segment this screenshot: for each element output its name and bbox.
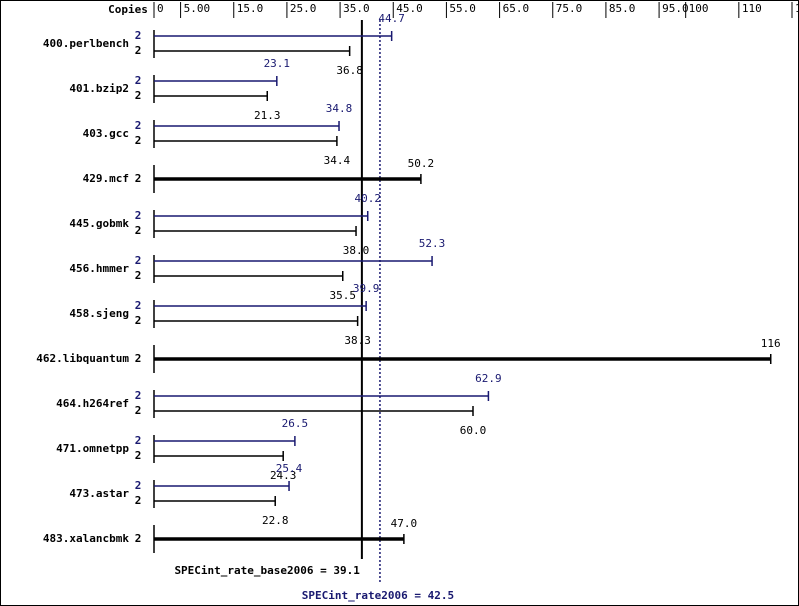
copies-label: 2 — [135, 479, 142, 492]
value-label: 38.0 — [343, 244, 370, 257]
copies-label: 2 — [135, 89, 142, 102]
copies-label: 2 — [135, 209, 142, 222]
category-label: 464.h264ref — [56, 397, 129, 410]
value-label: 116 — [761, 337, 781, 350]
copies-label: 2 — [135, 74, 142, 87]
x-tick-label: 5.00 — [184, 2, 211, 15]
value-label: 34.4 — [324, 154, 351, 167]
x-tick-label: 45.0 — [396, 2, 423, 15]
x-tick-label: 35.0 — [343, 2, 370, 15]
x-tick-label: 25.0 — [290, 2, 317, 15]
value-label: 62.9 — [475, 372, 502, 385]
reference-label: SPECint_rate2006 = 42.5 — [302, 589, 454, 602]
value-label: 25.4 — [276, 462, 303, 475]
copies-header: Copies — [108, 3, 148, 16]
value-label: 40.2 — [354, 192, 381, 205]
x-tick-label: 95.0 — [662, 2, 689, 15]
value-label: 36.8 — [336, 64, 363, 77]
category-label: 403.gcc — [83, 127, 129, 140]
value-label: 34.8 — [326, 102, 353, 115]
category-label: 445.gobmk — [69, 217, 129, 230]
copies-label: 2 — [135, 449, 142, 462]
copies-label: 2 — [135, 254, 142, 267]
x-tick-label: 75.0 — [556, 2, 583, 15]
copies-label: 2 — [135, 29, 142, 42]
copies-label: 2 — [135, 224, 142, 237]
value-label: 50.2 — [408, 157, 435, 170]
value-label: 52.3 — [419, 237, 446, 250]
category-label: 462.libquantum — [36, 352, 129, 365]
copies-label: 2 — [135, 269, 142, 282]
category-label: 400.perlbench — [43, 37, 129, 50]
category-label: 458.sjeng — [69, 307, 129, 320]
category-label: 473.astar — [69, 487, 129, 500]
category-label: 429.mcf — [83, 172, 129, 185]
value-label: 22.8 — [262, 514, 289, 527]
copies-label: 2 — [135, 172, 142, 185]
copies-label: 2 — [135, 134, 142, 147]
category-label: 471.omnetpp — [56, 442, 129, 455]
copies-label: 2 — [135, 352, 142, 365]
value-label: 26.5 — [282, 417, 309, 430]
value-label: 24.3 — [270, 469, 297, 482]
reference-label: SPECint_rate_base2006 = 39.1 — [174, 564, 360, 577]
category-label: 456.hmmer — [69, 262, 129, 275]
copies-label: 2 — [135, 434, 142, 447]
x-tick-label: 15.0 — [237, 2, 264, 15]
value-label: 39.9 — [353, 282, 380, 295]
x-tick-label: 120 — [795, 2, 799, 15]
x-tick-label: 85.0 — [609, 2, 636, 15]
copies-label: 2 — [135, 299, 142, 312]
value-label: 23.1 — [264, 57, 291, 70]
copies-label: 2 — [135, 44, 142, 57]
x-tick-label: 0 — [157, 2, 164, 15]
copies-label: 2 — [135, 314, 142, 327]
copies-label: 2 — [135, 404, 142, 417]
value-label: 47.0 — [391, 517, 418, 530]
value-label: 60.0 — [460, 424, 487, 437]
x-tick-label: 55.0 — [449, 2, 476, 15]
copies-label: 2 — [135, 532, 142, 545]
value-label: 21.3 — [254, 109, 281, 122]
copies-label: 2 — [135, 494, 142, 507]
category-label: 401.bzip2 — [69, 82, 129, 95]
x-tick-label: 110 — [742, 2, 762, 15]
copies-label: 2 — [135, 119, 142, 132]
value-label: 38.3 — [344, 334, 371, 347]
x-tick-label: 100 — [689, 2, 709, 15]
value-label: 44.7 — [378, 12, 405, 25]
x-tick-label: 65.0 — [503, 2, 530, 15]
copies-label: 2 — [135, 389, 142, 402]
category-label: 483.xalancbmk — [43, 532, 129, 545]
value-label: 35.5 — [329, 289, 356, 302]
